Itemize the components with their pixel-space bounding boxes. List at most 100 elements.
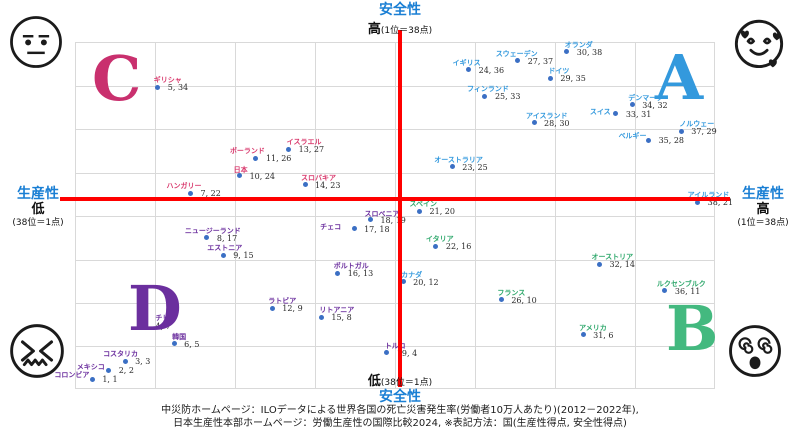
data-point: [531, 120, 537, 126]
data-point-value: 33, 31: [625, 109, 652, 119]
gridline-h: [76, 346, 714, 347]
data-point-value: 2, 2: [118, 366, 134, 376]
data-point: [204, 235, 210, 241]
neutral-face-emoji: [8, 14, 64, 74]
smiling-face-with-hearts-emoji: [730, 14, 788, 76]
data-point-label: ルクセンブルク: [656, 279, 706, 288]
axis-title-left: 生産性: [17, 186, 59, 202]
data-point: [302, 182, 308, 188]
data-point-value: 38, 21: [707, 198, 734, 208]
data-point-value: 19, 4: [396, 348, 418, 358]
data-point-label: スペイン: [409, 200, 438, 209]
data-point: [400, 279, 406, 285]
axis-level-bottom: 低: [367, 374, 381, 389]
data-point-value: 34, 32: [642, 100, 668, 110]
axis-note-left: (38位＝1点): [12, 218, 64, 228]
quadrant-label-b: B: [666, 292, 719, 365]
data-point-value: 30, 38: [576, 47, 603, 57]
data-point: [286, 146, 292, 152]
data-point-value: 24, 36: [478, 65, 505, 75]
data-point: [515, 58, 521, 64]
data-point: [171, 341, 177, 347]
gridline-h: [76, 173, 714, 174]
axis-note-top: (1位＝38点): [380, 26, 433, 36]
data-point-label: ギリシャ: [153, 76, 182, 85]
data-point-label: コロンビア: [54, 371, 90, 380]
axis-caption-right: 生産性 高 (1位＝38点): [726, 186, 800, 229]
data-point-value: 7, 22: [200, 189, 221, 199]
data-point-label: オーストラリア: [434, 155, 483, 164]
data-point: [629, 102, 635, 108]
data-point-value: 23, 25: [462, 162, 488, 172]
gridline-h: [76, 129, 714, 130]
data-point: [122, 358, 128, 364]
data-point-value: 27, 37: [527, 56, 554, 66]
confounded-face-emoji: [8, 322, 66, 384]
footnote: 中災防ホームページ：ILOデータによる世界各国の死亡災害発生率(労働者10万人あ…: [100, 404, 700, 430]
data-point-value: 12, 9: [282, 304, 303, 314]
data-point: [433, 243, 439, 249]
data-point-value: 1, 1: [102, 375, 118, 385]
data-point-label: スロベニア: [364, 209, 400, 218]
data-point-label: スイス: [589, 107, 611, 116]
data-point: [580, 332, 586, 338]
data-point-value: 3, 3: [135, 357, 151, 367]
axis-note-bottom: (38位＝1点): [380, 378, 433, 388]
data-point: [188, 190, 193, 196]
data-point: [564, 49, 570, 55]
data-point-value: 9, 15: [233, 251, 254, 261]
data-point-label: チリ: [155, 314, 170, 323]
data-point: [138, 323, 144, 329]
axis-title-top: 安全性: [379, 2, 421, 18]
data-point: [646, 137, 652, 143]
gridline-v: [635, 43, 636, 388]
gridline-v: [475, 43, 476, 388]
data-point: [498, 297, 504, 303]
data-point-label: ニュージーランド: [184, 226, 241, 235]
data-point-value: 5, 34: [167, 83, 189, 93]
axis-caption-left: 生産性 低 (38位＝1点): [2, 186, 74, 229]
data-point-label: カナダ: [401, 270, 423, 279]
data-point-label: エストニア: [207, 244, 243, 253]
data-point: [335, 270, 341, 276]
data-point-value: 37, 29: [691, 127, 717, 137]
plot-area: ギリシャ 5, 34 イスラエル 13, 27 ポーランド 11, 26 日本 10, 24 ス…: [54, 41, 733, 389]
axis-caption-top: 安全性 高(1位＝38点): [330, 2, 470, 37]
data-point: [269, 305, 275, 311]
gridline-h: [76, 303, 714, 304]
data-point-value: 21, 20: [429, 207, 455, 217]
data-point: [318, 314, 324, 320]
data-point-value: 26, 10: [511, 295, 537, 305]
data-point-value: 8, 17: [216, 233, 238, 243]
data-point-label: ノルウェー: [679, 120, 715, 129]
data-point-label: ポーランド: [229, 147, 265, 155]
data-point-value: 31, 6: [593, 330, 614, 340]
data-point-label: イタリア: [425, 235, 454, 244]
axis-divider-vertical: [398, 30, 402, 387]
axis-level-left: 低: [31, 202, 45, 217]
data-point-value: 17, 18: [364, 224, 390, 234]
data-point: [220, 252, 226, 258]
data-point-label: アメリカ: [579, 323, 607, 332]
data-point-label: アイルランド: [687, 191, 730, 200]
data-point-label: ドイツ: [548, 67, 570, 76]
data-point: [678, 128, 684, 134]
data-point-value: 14, 23: [315, 180, 341, 190]
data-point-value: 4, 7: [155, 322, 171, 332]
data-point-label: イギリス: [452, 58, 481, 67]
gridline-v: [555, 43, 556, 388]
data-point: [596, 261, 602, 267]
gridline-v: [155, 43, 156, 388]
data-point-value: 11, 26: [265, 154, 292, 163]
data-point: [547, 75, 553, 81]
data-point-value: 16, 13: [347, 269, 374, 278]
data-point: [384, 350, 390, 356]
data-point-value: 13, 27: [298, 145, 325, 155]
data-point: [449, 164, 455, 170]
data-point-label: アイスランド: [526, 111, 568, 120]
data-point-value: 6, 5: [184, 339, 200, 349]
data-point-value: 36, 11: [674, 286, 701, 296]
data-point-label: デンマーク: [628, 93, 664, 102]
data-point: [106, 367, 112, 373]
